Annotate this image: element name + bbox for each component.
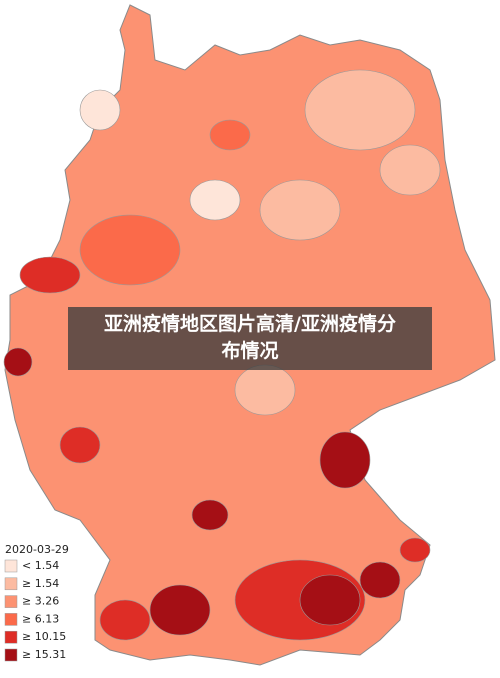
legend-label: ≥ 10.15	[22, 630, 66, 643]
caption: 亚洲疫情地区图片高清/亚洲疫情分布情况	[68, 307, 432, 370]
legend-swatch	[4, 595, 18, 608]
legend-swatch	[4, 559, 18, 573]
regions	[3, 69, 441, 641]
legend-label: ≥ 15.31	[22, 648, 66, 661]
legend-swatch	[4, 613, 18, 626]
legend-label: ≥ 6.13	[22, 612, 59, 625]
legend-title: 2020-03-29	[5, 543, 69, 556]
legend-label: ≥ 1.54	[22, 577, 59, 590]
legend-label: ≥ 3.26	[22, 595, 59, 608]
legend-label: < 1.54	[22, 559, 59, 572]
legend-swatch	[4, 648, 18, 662]
legend-swatch	[4, 577, 18, 591]
legend-swatch	[4, 630, 18, 644]
